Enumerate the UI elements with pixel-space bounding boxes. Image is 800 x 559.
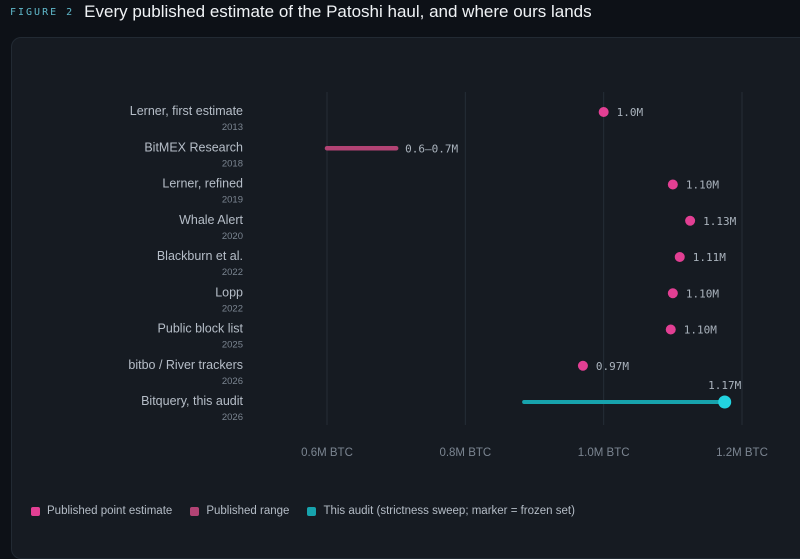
chart-panel	[11, 37, 800, 559]
legend-swatch-point	[31, 506, 40, 516]
estimate-dot	[667, 179, 678, 190]
row-label: BitMEX Research	[144, 140, 243, 154]
legend-item-point: Published point estimate	[31, 505, 172, 517]
legend-label-audit: This audit (strictness sweep; marker = f…	[323, 505, 575, 517]
chart-svg: 0.6M BTC 0.8M BTC 1.0M BTC 1.2M BTC Lerner, …	[128, 92, 768, 459]
row-year: 2020	[222, 231, 243, 242]
x-tick-label: 0.6M BTC	[301, 447, 353, 459]
x-tick-label: 1.2M BTC	[716, 447, 768, 459]
row-year: 2022	[222, 267, 243, 278]
audit-marker	[718, 395, 732, 409]
legend-swatch-range	[190, 506, 200, 516]
row-label: Bitquery, this audit	[141, 394, 243, 408]
row-label: Lerner, refined	[162, 177, 243, 191]
row-label: Lopp	[215, 285, 243, 299]
legend-label-range: Published range	[206, 505, 290, 517]
estimate-dot	[674, 252, 685, 262]
estimate-dot	[598, 107, 609, 117]
estimate-dot	[577, 360, 588, 371]
value-label: 1.10M	[686, 287, 719, 300]
value-label: 0.97M	[596, 360, 629, 373]
row-label: Public block list	[158, 322, 244, 336]
value-label: 1.11M	[693, 251, 726, 264]
figure-header: FIGURE 2 Every published estimate of the…	[10, 0, 592, 24]
row-year: 2022	[222, 303, 243, 314]
legend-label-point: Published point estimate	[47, 505, 173, 517]
value-label: 0.6–0.7M	[405, 142, 458, 155]
legend-swatch-audit	[307, 506, 317, 516]
figure-label: FIGURE 2	[10, 6, 75, 18]
chart-legend: Published point estimate Published range…	[31, 505, 575, 517]
value-label: 1.10M	[684, 324, 717, 337]
row-year: 2019	[222, 195, 243, 206]
value-label: 1.17M	[708, 379, 741, 392]
row-year: 2026	[222, 412, 243, 423]
legend-item-audit: This audit (strictness sweep; marker = f…	[307, 505, 575, 517]
row-label: Blackburn et al.	[157, 249, 243, 263]
row-year: 2013	[222, 122, 243, 133]
figure-title: Every published estimate of the Patoshi …	[84, 2, 592, 21]
row-year: 2018	[222, 158, 243, 169]
estimate-dot	[685, 215, 696, 226]
estimate-dot	[665, 324, 676, 335]
row-label: bitbo / River trackers	[128, 358, 243, 372]
value-label: 1.0M	[617, 106, 644, 119]
x-tick-label: 1.0M BTC	[578, 447, 630, 459]
row-label: Lerner, first estimate	[130, 104, 243, 118]
x-tick-label: 0.8M BTC	[439, 447, 491, 459]
estimate-dot	[667, 288, 678, 299]
row-label: Whale Alert	[179, 213, 243, 227]
legend-item-range: Published range	[190, 505, 289, 517]
value-label: 1.10M	[686, 179, 719, 192]
row-year: 2025	[222, 340, 243, 351]
row-year: 2026	[222, 376, 243, 387]
value-label: 1.13M	[703, 215, 736, 228]
